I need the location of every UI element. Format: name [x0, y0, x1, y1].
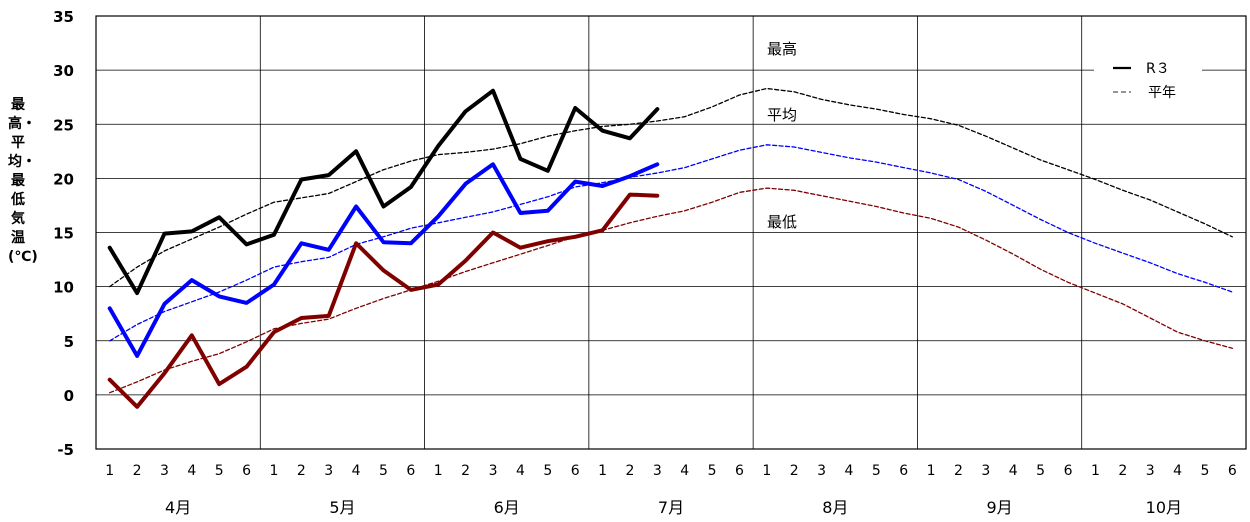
month-label: 5月: [329, 498, 355, 517]
month-label: 10月: [1146, 498, 1182, 517]
x-tick-label: 3: [160, 463, 169, 479]
y-tick-label: 5: [64, 333, 74, 351]
month-labels: 4月 5月 6月 7月 8月 9月 10月: [165, 498, 1182, 517]
x-tick-label: 3: [1146, 463, 1155, 479]
x-tick-label: 3: [817, 463, 826, 479]
x-tick-label: 2: [790, 463, 799, 479]
x-tick-label: 1: [270, 463, 279, 479]
x-tick-label: 4: [845, 463, 854, 479]
x-tick-label: 5: [379, 463, 388, 479]
legend-box: [1094, 58, 1202, 106]
x-tick-label: 1: [1091, 463, 1100, 479]
x-tick-label: 2: [461, 463, 470, 479]
x-tick-label: 4: [187, 463, 196, 479]
x-tick-label: 3: [981, 463, 990, 479]
x-tick-label: 6: [406, 463, 415, 479]
series-annotation: 最低: [767, 213, 797, 231]
month-label: 9月: [986, 498, 1012, 517]
x-tick-label: 3: [653, 463, 662, 479]
x-tick-label: 1: [105, 463, 114, 479]
x-tick-label: 1: [927, 463, 936, 479]
r3-series-line: [107, 88, 660, 296]
x-tick-label: 6: [571, 463, 580, 479]
series-annotation: 最高: [767, 40, 797, 58]
y-tick-label: 0: [64, 387, 74, 405]
x-tick-label: 4: [352, 463, 361, 479]
x-tick-label: 5: [708, 463, 717, 479]
normal-series-line: [109, 87, 1233, 288]
legend-normal-label: 平年: [1148, 85, 1176, 101]
x-tick-label: 1: [762, 463, 771, 479]
grid-lines: [96, 15, 1246, 450]
x-tick-label: 1: [598, 463, 607, 479]
y-tick-label: 25: [53, 116, 74, 134]
x-tick-label: 6: [1064, 463, 1073, 479]
x-tick-label: 2: [954, 463, 963, 479]
x-tick-label: 4: [1173, 463, 1182, 479]
x-tick-label: 6: [242, 463, 251, 479]
x-tick-label: 2: [133, 463, 142, 479]
r3-series-line: [107, 162, 660, 358]
month-label: 4月: [165, 498, 191, 517]
y-tick-label: 35: [53, 8, 74, 26]
legend: R３ 平年: [1094, 58, 1202, 106]
legend-r3-label: R３: [1146, 61, 1170, 77]
x-tick-label: 5: [543, 463, 552, 479]
x-tick-label: 2: [297, 463, 306, 479]
x-tick-label: 6: [1228, 463, 1237, 479]
month-label: 6月: [494, 498, 520, 517]
r3-series-line: [107, 192, 660, 409]
y-tick-label: -5: [57, 441, 74, 459]
x-tick-label: 2: [1118, 463, 1127, 479]
y-axis-label: 最高・平均・最低気温(℃): [8, 97, 38, 265]
x-tick-label: 3: [489, 463, 498, 479]
x-tick-label: 5: [1200, 463, 1209, 479]
y-tick-label: 15: [53, 225, 74, 243]
y-tick-label: 30: [53, 62, 74, 80]
month-label: 7月: [658, 498, 684, 517]
x-tick-label: 3: [324, 463, 333, 479]
normal-series-group: [109, 87, 1233, 394]
x-tick-label: 5: [215, 463, 224, 479]
x-tick-label: 4: [680, 463, 689, 479]
series-annotation: 平均: [767, 106, 797, 124]
x-tick-label: 1: [434, 463, 443, 479]
x-tick-label: 6: [735, 463, 744, 479]
normal-series-line: [109, 187, 1233, 394]
x-tick-label: 4: [1009, 463, 1018, 479]
month-label: 8月: [822, 498, 848, 517]
y-tick-labels: -5 0 5 10 15 20 25 30 35: [53, 8, 74, 459]
y-tick-label: 10: [53, 279, 74, 297]
normal-series-line: [109, 144, 1233, 342]
x-tick-label: 4: [516, 463, 525, 479]
plot-frame: [95, 15, 1247, 450]
x-tick-label: 5: [872, 463, 881, 479]
x-tick-label: 2: [625, 463, 634, 479]
x-tick-labels: 1 2 3 4 5 6 1 2 3 4 5 6 1 2 3 4 5 6 1 2 3 4 5 6 1 2 3 4 5 6 1 2 3 4 5 6 1 2 3 4…: [105, 463, 1237, 479]
x-tick-label: 6: [899, 463, 908, 479]
y-tick-label: 20: [53, 170, 74, 188]
r3-series-group: [107, 88, 660, 409]
x-tick-label: 5: [1036, 463, 1045, 479]
